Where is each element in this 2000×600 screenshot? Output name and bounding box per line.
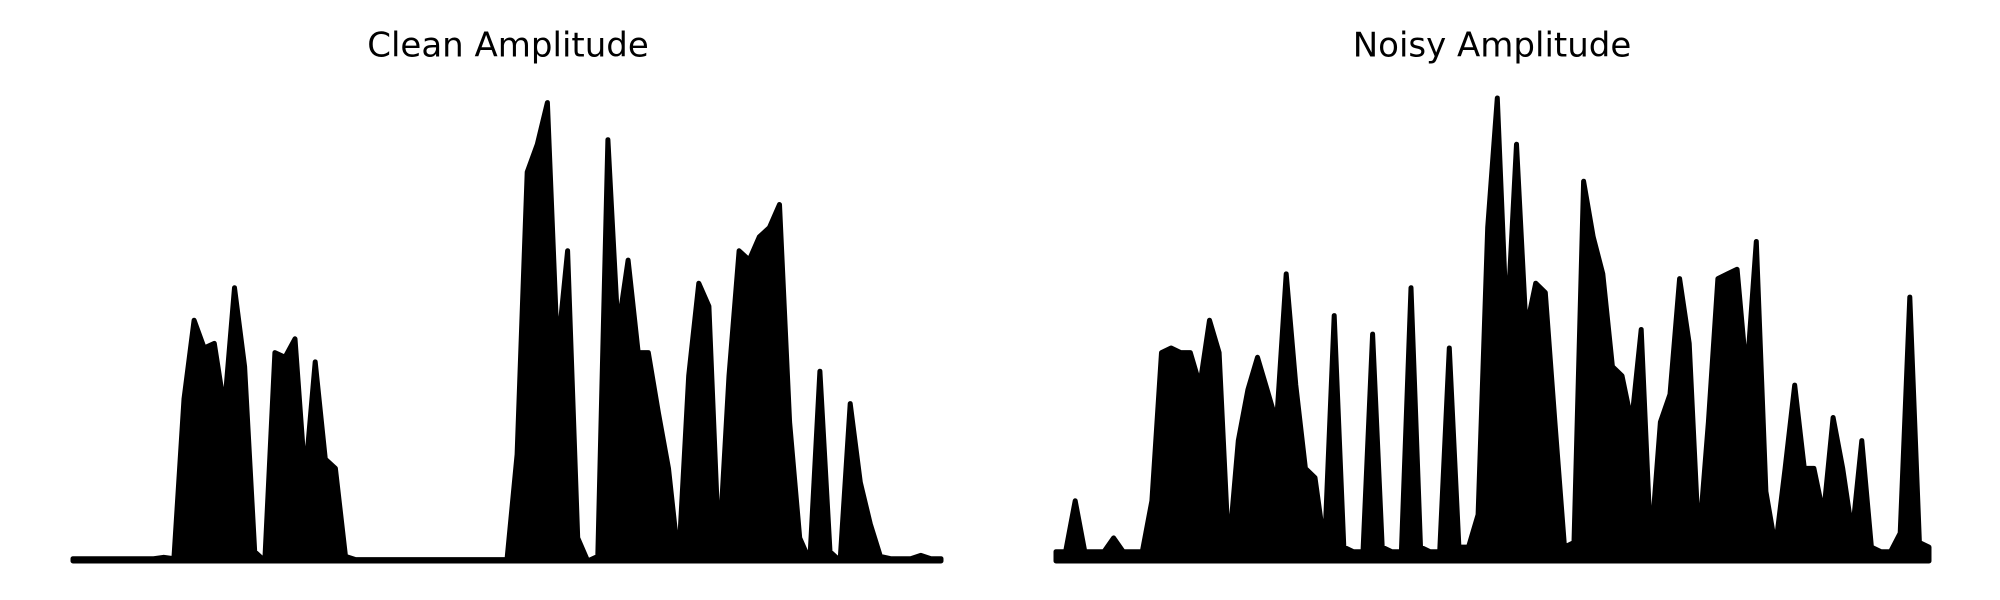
chart-title: Clean Amplitude (367, 26, 649, 66)
amplitude-area (70, 100, 944, 564)
amplitude-area (1053, 95, 1932, 564)
chart-title: Noisy Amplitude (1353, 26, 1632, 66)
